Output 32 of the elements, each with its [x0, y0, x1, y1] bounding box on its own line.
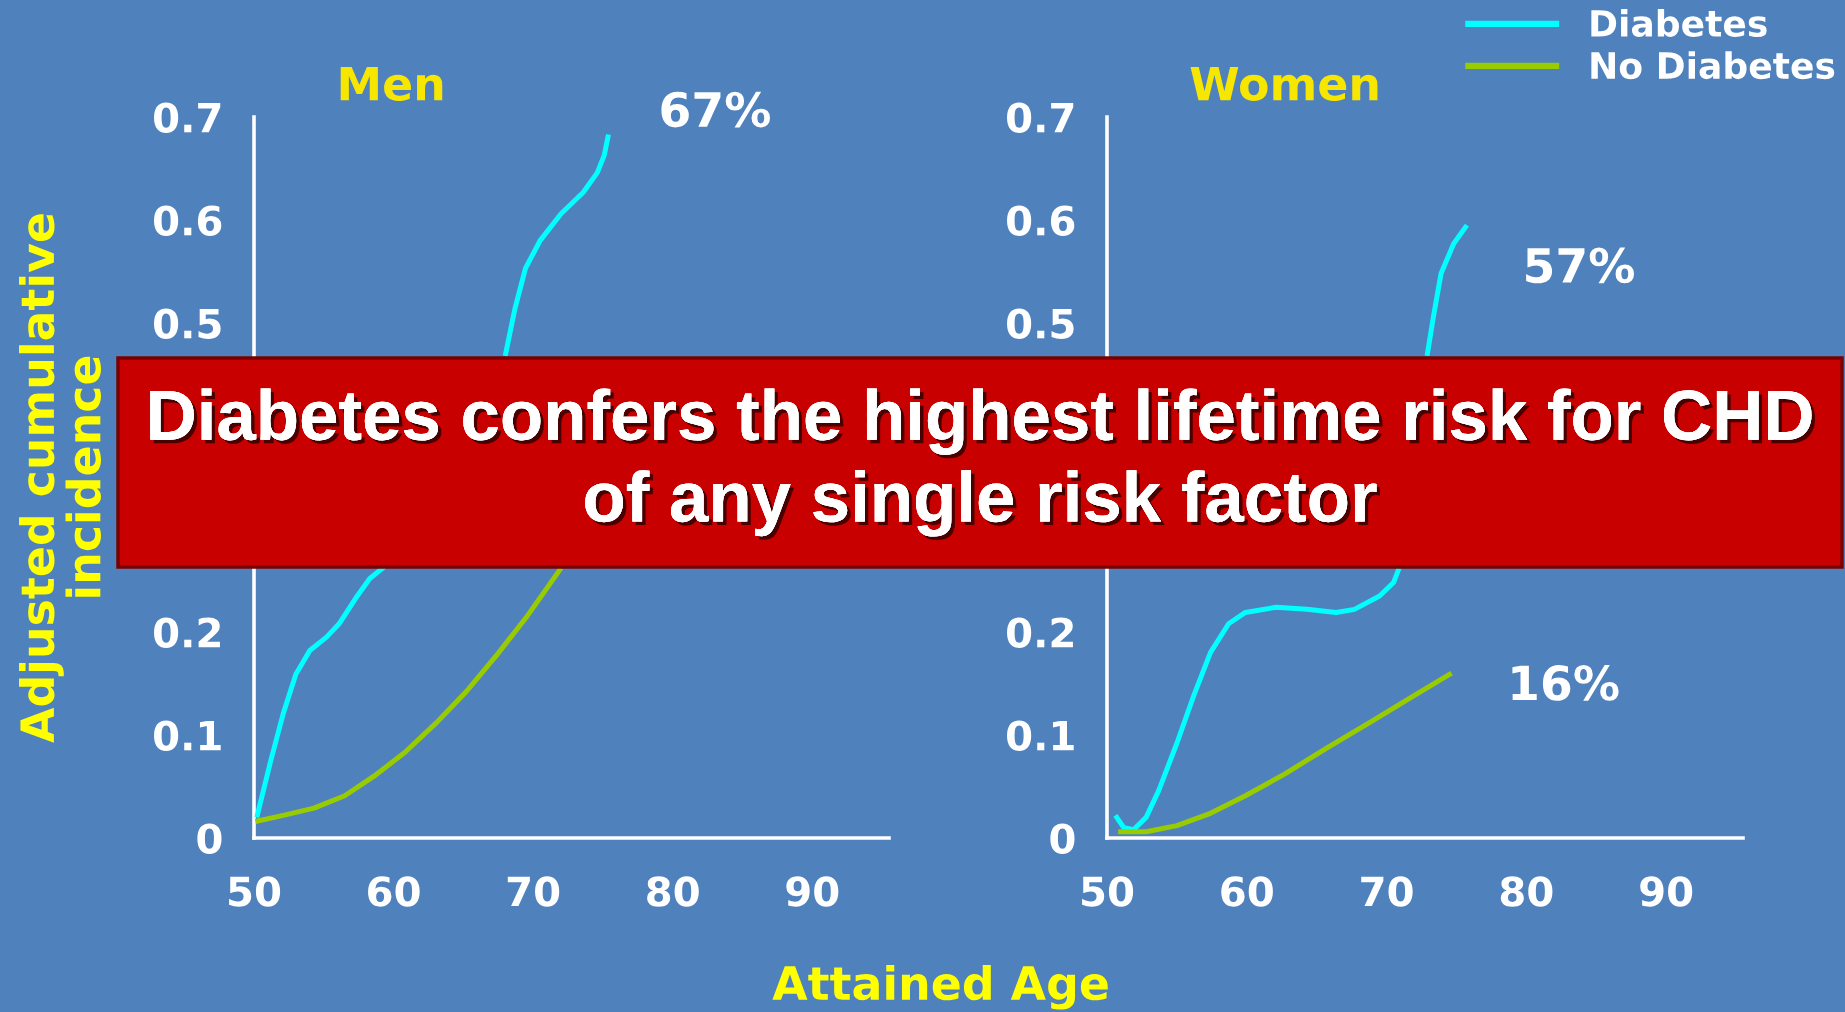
x-tick-label: 70: [507, 876, 560, 907]
y-tick-label: 0: [1050, 823, 1075, 854]
x-tick-label: 90: [1640, 876, 1693, 907]
x-tick-label: 50: [229, 876, 281, 907]
y-axis-title: Adjusted cumulative incidence: [19, 214, 101, 743]
x-tick-label: 50: [1082, 876, 1134, 907]
x-axis-title: Attained Age: [772, 964, 1108, 1010]
chart-title: Men: [340, 66, 443, 101]
y-tick-label: 0.2: [1007, 617, 1073, 648]
annotation: 57%: [1526, 247, 1635, 284]
y-tick-label: 0.1: [1007, 720, 1074, 751]
y-tick-label: 0.5: [1007, 308, 1074, 339]
y-tick-label: 0.6: [1007, 205, 1075, 236]
chart-title: Women: [1190, 66, 1378, 101]
annotation: Diabetes confers the highest lifetime risk for CHD of any single risk factor: [150, 388, 1815, 541]
y-tick-label: 0: [197, 823, 222, 854]
x-tick-label: 80: [647, 876, 699, 907]
x-tick-label: 70: [1361, 876, 1413, 907]
y-tick-label: 0.1: [154, 720, 221, 751]
y-tick-label: 0.7: [1007, 102, 1074, 133]
annotation: 16%: [1512, 665, 1619, 701]
y-tick-label: 0.7: [154, 102, 221, 133]
legend-label: Diabetes: [1591, 9, 1767, 37]
legend-label: No Diabetes: [1591, 51, 1835, 80]
x-tick-label: 60: [1221, 876, 1273, 907]
x-tick-label: 80: [1500, 876, 1553, 907]
y-tick-label: 0.6: [154, 205, 222, 236]
y-tick-label: 0.5: [154, 308, 221, 339]
annotation: 67%: [661, 91, 771, 128]
y-tick-label: 0.2: [154, 617, 220, 648]
x-tick-label: 60: [368, 876, 420, 907]
x-tick-label: 90: [786, 876, 839, 907]
